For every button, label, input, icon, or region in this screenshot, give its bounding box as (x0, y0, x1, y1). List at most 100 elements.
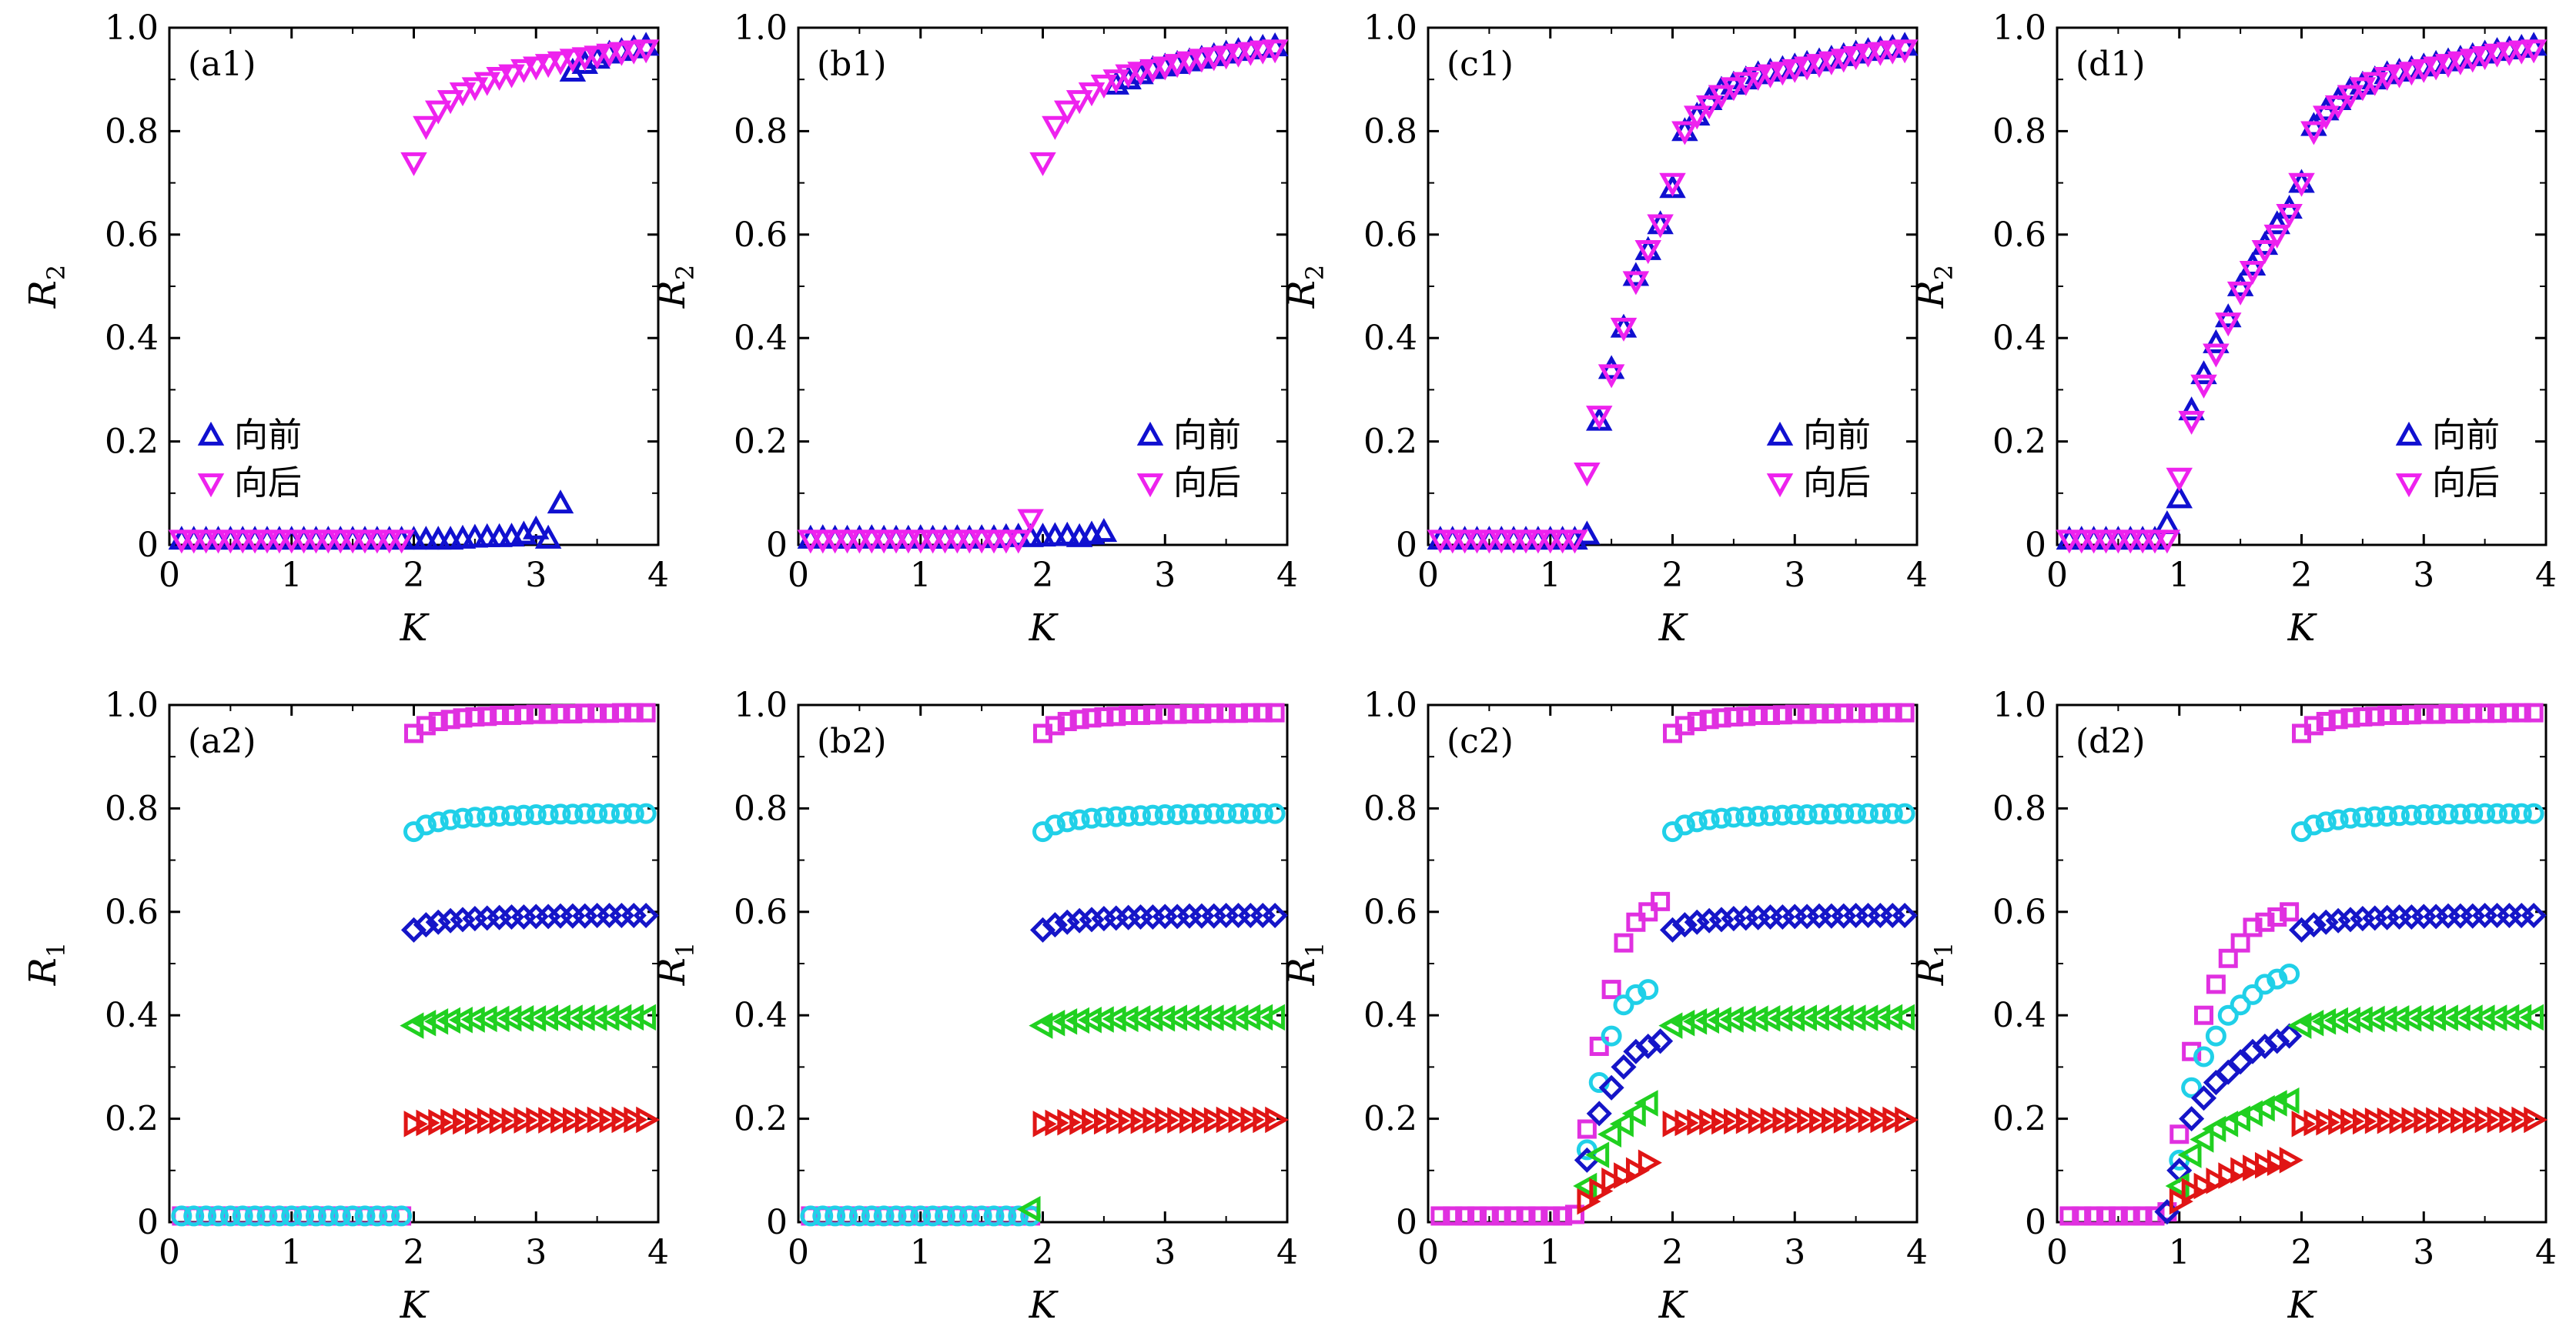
data-point (2463, 703, 2483, 723)
data-point (2080, 530, 2107, 554)
data-point (1240, 703, 1260, 723)
x-tick-label: 2 (403, 556, 425, 595)
data-point (870, 530, 898, 554)
data-point (1078, 82, 1106, 107)
data-point (968, 530, 995, 554)
y-axis-label: R1 (651, 942, 700, 987)
data-point (489, 1107, 514, 1134)
x-tick-label: 0 (159, 556, 180, 595)
data-point (379, 1205, 400, 1227)
data-point (825, 1205, 846, 1227)
data-point (621, 40, 647, 65)
data-point (2364, 1107, 2389, 1134)
data-point (1772, 1107, 1797, 1134)
data-point (428, 712, 448, 732)
data-point (1822, 703, 1842, 723)
data-point (1830, 48, 1857, 73)
y-tick-label: 0.2 (1363, 423, 1417, 462)
x-tick-label: 3 (525, 1233, 547, 1272)
data-point (980, 530, 1008, 554)
data-point (1504, 1206, 1524, 1226)
data-point (624, 1106, 648, 1134)
data-point (2288, 172, 2315, 197)
data-point (1479, 1206, 1499, 1226)
data-point (1577, 1188, 1601, 1215)
data-point (1229, 703, 1248, 723)
data-point (2170, 1124, 2190, 1144)
data-point (2498, 803, 2520, 824)
data-point (1707, 1006, 1731, 1034)
data-point (490, 705, 510, 725)
data-point (1130, 805, 1151, 827)
data-point (2328, 710, 2348, 730)
data-point (2193, 1046, 2214, 1067)
data-point (440, 1108, 465, 1135)
data-point (563, 703, 583, 723)
data-point (2165, 1172, 2190, 1200)
legend-label: 向后 (1173, 463, 1241, 503)
data-point (1817, 1004, 1842, 1031)
data-point (497, 1004, 522, 1032)
data-point (2327, 809, 2349, 830)
y-axis-label: R1 (1280, 942, 1330, 987)
data-point (363, 530, 391, 554)
data-point (2059, 1206, 2079, 1226)
data-point (2361, 72, 2388, 96)
data-point (2400, 804, 2422, 826)
data-point (1236, 1004, 1261, 1031)
data-point (571, 47, 598, 72)
data-point (1597, 364, 1625, 389)
data-point (2166, 484, 2193, 509)
x-tick-label: 3 (1784, 556, 1805, 595)
data-point (910, 1205, 932, 1227)
data-point (797, 530, 825, 554)
data-point (633, 902, 659, 929)
data-point (574, 1107, 599, 1134)
data-point (834, 530, 861, 554)
data-point (413, 115, 440, 140)
data-point (425, 526, 452, 550)
data-point (1130, 1107, 1155, 1134)
data-point (992, 530, 1020, 554)
data-point (460, 1006, 485, 1033)
data-point (583, 1004, 607, 1031)
data-point (2243, 1154, 2267, 1181)
data-point (1093, 807, 1115, 828)
data-point (1090, 518, 1118, 543)
x-tick-label: 4 (1906, 556, 1928, 595)
data-point (315, 530, 342, 554)
data-point (440, 710, 460, 730)
y-tick-label: 0.8 (1992, 112, 2046, 151)
data-point (2177, 1141, 2202, 1168)
data-point (1224, 1004, 1249, 1031)
data-point (1082, 708, 1102, 728)
data-point (2316, 1109, 2340, 1136)
data-point (339, 530, 366, 554)
y-tick-label: 0.8 (1363, 789, 1417, 828)
data-point (229, 530, 256, 554)
data-point (2364, 806, 2386, 827)
data-point (1625, 1157, 1651, 1184)
data-point (800, 1205, 821, 1227)
data-point (2190, 1085, 2217, 1111)
data-point (1845, 803, 1867, 824)
data-point (1090, 75, 1118, 99)
y-tick-label: 0 (137, 1203, 159, 1242)
data-point (983, 1205, 1005, 1227)
data-point (2499, 1106, 2524, 1134)
y-tick-label: 0.6 (1992, 215, 2046, 255)
data-point (1638, 979, 1659, 1001)
data-point (1127, 62, 1154, 86)
x-tick-label: 0 (2046, 556, 2068, 595)
data-point (1845, 1106, 1870, 1134)
data-point (2218, 1162, 2243, 1189)
data-point (608, 42, 635, 66)
data-point (546, 1004, 570, 1031)
x-tick-label: 1 (2169, 556, 2190, 595)
data-point (1512, 530, 1540, 554)
data-point (1089, 1006, 1114, 1033)
legend-label: 向前 (234, 416, 302, 455)
data-point (1491, 1206, 1511, 1226)
data-point (2483, 1004, 2507, 1031)
x-tick-label: 1 (281, 556, 303, 595)
